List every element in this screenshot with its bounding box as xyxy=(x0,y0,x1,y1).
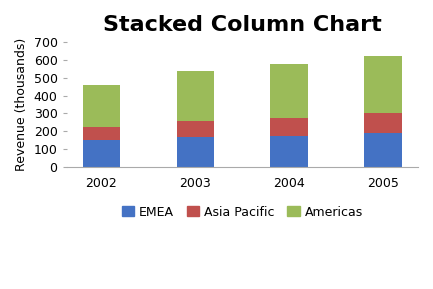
Bar xyxy=(271,136,308,167)
Bar xyxy=(271,64,308,118)
Bar xyxy=(365,56,402,113)
Bar xyxy=(365,113,402,133)
Bar xyxy=(177,121,214,138)
Title: Stacked Column Chart: Stacked Column Chart xyxy=(103,15,381,35)
Bar xyxy=(83,85,120,127)
Bar xyxy=(271,118,308,136)
Bar xyxy=(83,127,120,140)
Bar xyxy=(177,71,214,121)
Bar xyxy=(177,138,214,167)
Bar xyxy=(83,140,120,167)
Legend: EMEA, Asia Pacific, Americas: EMEA, Asia Pacific, Americas xyxy=(116,201,368,224)
Y-axis label: Revenue (thousands): Revenue (thousands) xyxy=(15,38,28,171)
Bar xyxy=(365,133,402,167)
